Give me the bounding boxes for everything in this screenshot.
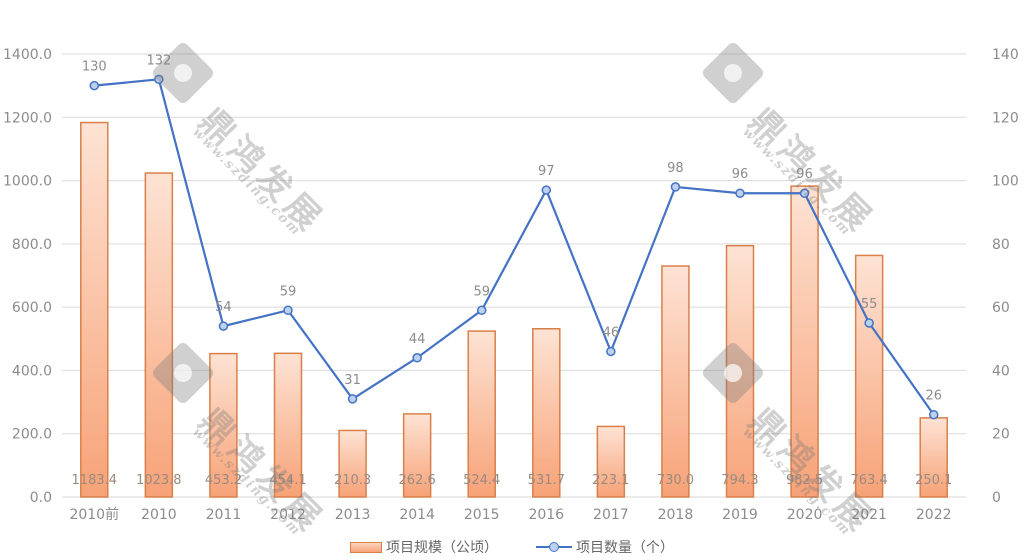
line-path xyxy=(94,78,935,416)
line-value-label: 130 xyxy=(82,60,107,75)
line-marker xyxy=(864,318,874,328)
line-marker xyxy=(670,182,681,192)
line-value-label: 98 xyxy=(667,161,684,176)
line-marker xyxy=(606,346,616,357)
x-tick-label: 2022 xyxy=(916,507,952,523)
line-marker xyxy=(89,80,100,91)
bar xyxy=(661,265,690,498)
right-y-axis: 0 20 40 60 80 100 120 140 xyxy=(992,47,1019,506)
bar xyxy=(919,417,948,498)
x-tick-label: 2021 xyxy=(851,507,887,523)
line-marker-swatch-icon xyxy=(536,541,572,553)
left-y-tick-label: 1200.0 xyxy=(3,110,52,126)
legend: 项目规模（公顷） 项目数量（个） xyxy=(0,536,1024,558)
line-value-label: 44 xyxy=(409,332,426,347)
x-tick-label: 2014 xyxy=(399,507,435,523)
line-marker xyxy=(283,305,293,316)
x-tick-label: 2018 xyxy=(658,507,694,523)
left-y-axis: 0.0 200.0 400.0 600.0 800.0 1000.0 1200.0 1400.… xyxy=(3,47,52,506)
line-marker xyxy=(541,185,552,195)
bar xyxy=(467,330,496,498)
bar xyxy=(596,425,626,498)
x-tick-label: 2010 xyxy=(141,507,177,523)
x-tick-label: 2019 xyxy=(722,507,758,523)
bar xyxy=(402,413,432,498)
x-tick-label: 2012 xyxy=(270,507,306,523)
bar-value-label: 223.1 xyxy=(592,473,629,488)
line-value-label: 96 xyxy=(732,167,749,182)
bar-value-label: 1183.4 xyxy=(72,473,118,488)
line-value-label: 59 xyxy=(280,284,297,299)
bar xyxy=(854,254,884,498)
bar xyxy=(209,352,238,498)
x-tick-label: 2013 xyxy=(335,507,371,523)
left-y-tick-label: 1400.0 xyxy=(3,47,52,63)
x-tick-label: 2011 xyxy=(206,507,242,523)
line-value-label: 31 xyxy=(344,373,361,388)
gridlines xyxy=(62,53,966,498)
bar-value-label: 763.4 xyxy=(851,473,888,488)
line-value-label: 54 xyxy=(215,300,232,315)
line-marker xyxy=(412,353,422,363)
right-y-tick-label: 0 xyxy=(992,490,1001,506)
right-y-tick-label: 40 xyxy=(992,363,1010,379)
left-y-tick-label: 800.0 xyxy=(12,237,52,253)
bar xyxy=(790,185,819,498)
x-tick-label: 2016 xyxy=(528,507,564,523)
right-y-tick-label: 100 xyxy=(992,174,1019,190)
x-tick-label: 2020 xyxy=(787,507,823,523)
line-marker xyxy=(476,305,487,316)
bar-value-label: 250.1 xyxy=(915,473,952,488)
bar-series: 1183.4 1023.8 453.2 454.1 210.3 262.6 524.4 531… xyxy=(72,121,952,498)
x-tick-label: 2015 xyxy=(464,507,500,523)
line-value-label: 96 xyxy=(796,167,813,182)
bar-value-label: 1023.8 xyxy=(136,473,182,488)
bar xyxy=(338,429,367,498)
x-tick-label: 2017 xyxy=(593,507,629,523)
legend-bar-label: 项目规模（公顷） xyxy=(386,540,498,556)
line-marker xyxy=(347,394,358,404)
bar-value-label: 531.7 xyxy=(528,473,565,488)
line-value-label: 55 xyxy=(861,297,878,312)
left-y-tick-label: 1000.0 xyxy=(3,174,52,190)
bar xyxy=(144,172,174,498)
bar xyxy=(532,328,561,498)
legend-item-bar[interactable]: 项目规模（公顷） xyxy=(350,537,498,557)
bar-value-label: 210.3 xyxy=(334,473,371,488)
bar-value-label: 730.0 xyxy=(657,473,694,488)
bar-value-label: 262.6 xyxy=(399,473,436,488)
right-y-tick-label: 60 xyxy=(992,300,1010,316)
line-value-label: 46 xyxy=(603,325,620,340)
right-y-tick-label: 120 xyxy=(992,110,1019,126)
line-marker xyxy=(928,409,939,420)
right-y-tick-label: 80 xyxy=(992,237,1010,253)
line-value-label: 26 xyxy=(925,389,942,404)
bar-value-label: 982.5 xyxy=(786,473,823,488)
right-y-tick-label: 20 xyxy=(992,427,1010,443)
line-value-label: 59 xyxy=(473,284,490,299)
legend-line-label: 项目数量（个） xyxy=(576,540,674,556)
line-value-label: 97 xyxy=(538,164,555,179)
x-axis: 2010前 2010 2011 2012 2013 2014 2015 2016 2017 201… xyxy=(69,506,951,523)
bar-value-label: 794.3 xyxy=(721,473,758,488)
bar xyxy=(80,121,109,498)
line-marker xyxy=(735,188,745,198)
x-tick-label: 2010前 xyxy=(69,506,119,523)
legend-item-line[interactable]: 项目数量（个） xyxy=(536,537,674,557)
line-marker xyxy=(218,321,229,331)
line-marker xyxy=(799,188,810,198)
bar-value-label: 453.2 xyxy=(205,473,242,488)
bar-value-label: 454.1 xyxy=(269,473,306,488)
left-y-tick-label: 600.0 xyxy=(12,300,52,316)
bar xyxy=(273,352,303,498)
right-y-tick-label: 140 xyxy=(992,47,1019,63)
left-y-tick-label: 400.0 xyxy=(12,363,52,379)
bar-swatch-icon xyxy=(350,541,382,553)
left-y-tick-label: 200.0 xyxy=(12,427,52,443)
bar-value-label: 524.4 xyxy=(463,473,500,488)
left-y-tick-label: 0.0 xyxy=(30,490,52,506)
